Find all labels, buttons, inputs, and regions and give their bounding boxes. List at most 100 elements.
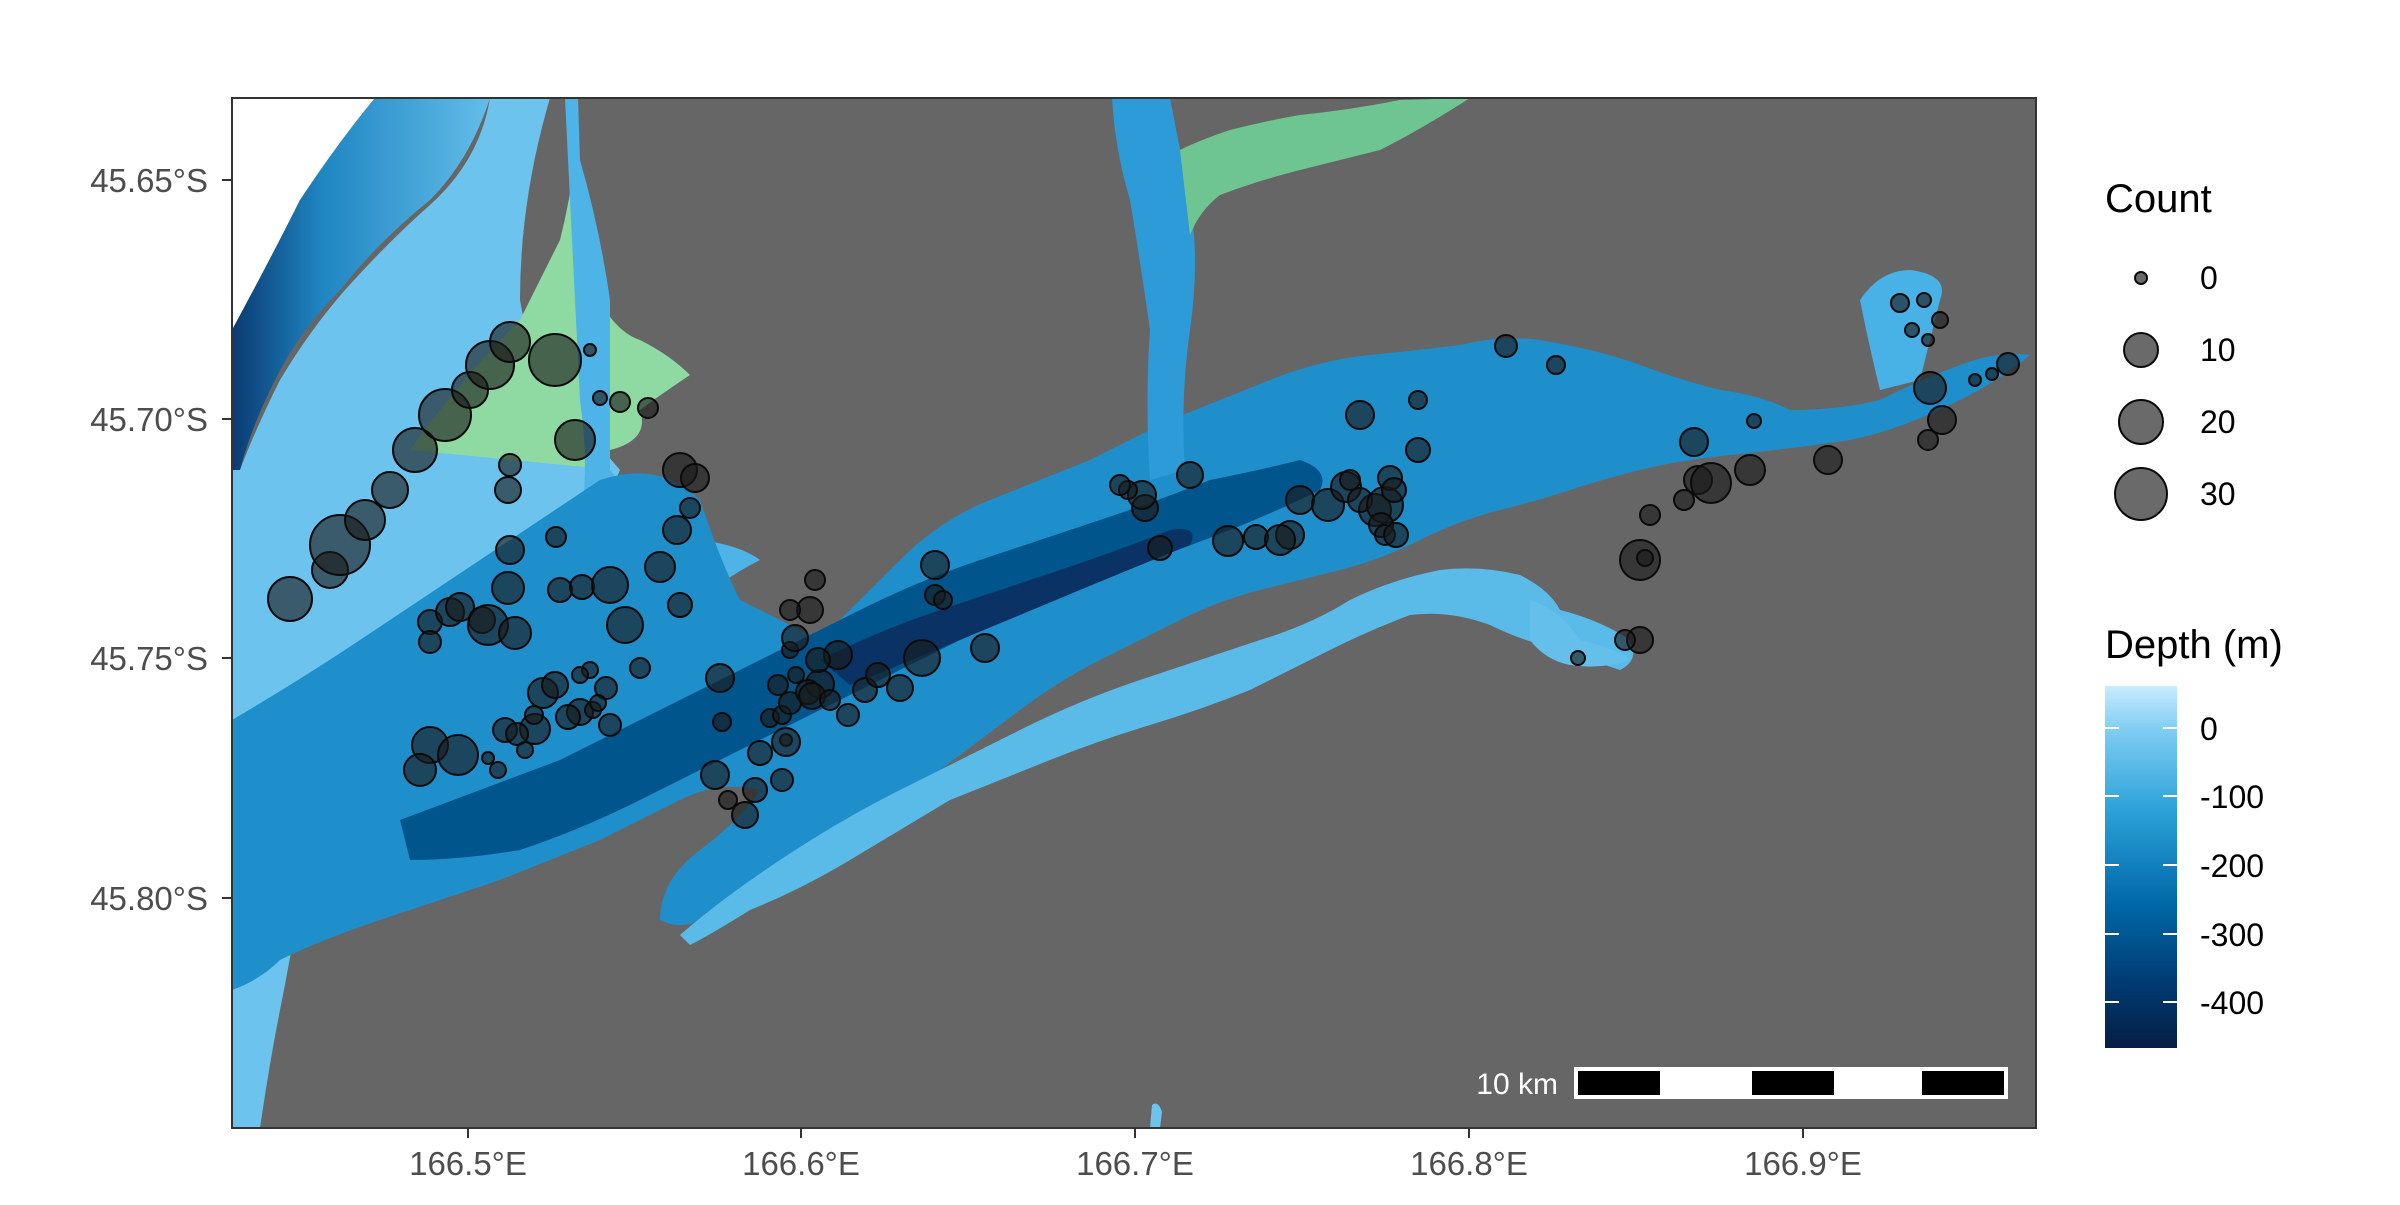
count-point-36: [644, 551, 676, 583]
count-point-90: [903, 639, 941, 677]
y-tick-label-1: 45.65°S: [90, 162, 208, 199]
count-point-13: [554, 419, 596, 461]
count-point-65: [742, 777, 768, 803]
y-tick-label-2: 45.70°S: [90, 401, 208, 438]
count-point-120: [1494, 334, 1518, 358]
count-point-4: [344, 499, 386, 541]
count-point-83: [771, 727, 801, 757]
count-point-61: [712, 712, 732, 732]
count-legend-label-20: 20: [2200, 404, 2236, 440]
depth-legend: Depth (m) 0 -100 -200 -300 -400: [2105, 623, 2283, 1048]
count-point-1: [267, 576, 313, 622]
depth-legend-label-200: -200: [2200, 848, 2264, 884]
count-point-33: [680, 463, 710, 493]
north-green-area: [1180, 98, 1470, 235]
count-point-101: [1212, 525, 1244, 557]
count-point-21: [491, 571, 525, 605]
count-point-23: [569, 574, 595, 600]
count-point-121: [1546, 355, 1566, 375]
count-point-49: [555, 704, 581, 730]
count-point-116: [1383, 522, 1409, 548]
count-legend-key-10: [2123, 332, 2159, 368]
count-point-17: [494, 476, 522, 504]
scale-bar-segment-3: [1922, 1071, 2004, 1095]
count-point-31: [418, 630, 442, 654]
count-point-89: [886, 674, 914, 702]
count-point-40: [629, 657, 651, 679]
count-point-10: [489, 321, 531, 363]
x-tick-label-4: 166.8°E: [1410, 1145, 1528, 1182]
scale-bar-label: 10 km: [1476, 1068, 1558, 1101]
count-point-82: [770, 768, 794, 792]
count-point-141: [1985, 367, 1999, 381]
count-point-22: [547, 577, 573, 603]
count-point-118: [1345, 400, 1375, 430]
count-point-96: [1176, 461, 1204, 489]
count-point-130: [1734, 454, 1766, 486]
count-point-93: [933, 590, 953, 610]
count-point-27: [445, 592, 475, 622]
map-panel: 10 km: [232, 98, 2036, 1128]
count-point-66: [747, 740, 773, 766]
count-point-103: [1285, 485, 1315, 515]
count-point-128: [1679, 427, 1709, 457]
count-point-78: [787, 666, 805, 684]
count-point-54: [489, 761, 507, 779]
count-point-136: [1913, 371, 1947, 405]
count-point-80: [781, 624, 809, 652]
count-point-125: [1673, 489, 1695, 511]
count-point-108: [1339, 469, 1361, 491]
count-point-59: [505, 722, 529, 746]
count-point-14: [592, 390, 608, 406]
count-point-97: [1147, 535, 1173, 561]
count-point-133: [1904, 322, 1920, 338]
count-point-123: [1570, 650, 1586, 666]
count-point-56: [403, 753, 437, 787]
count-legend-title: Count: [2105, 177, 2212, 221]
count-point-48: [541, 671, 569, 699]
count-point-85: [819, 689, 841, 711]
count-point-64: [731, 801, 759, 829]
x-axis: 166.5°E 166.6°E 166.7°E 166.8°E 166.9°E: [409, 1128, 1862, 1182]
count-legend: Count 0 10 20 30: [2105, 177, 2236, 521]
south-edge-water: [1150, 1103, 1162, 1128]
count-point-43: [571, 666, 589, 684]
depth-legend-label-100: -100: [2200, 779, 2264, 815]
y-axis: 45.65°S 45.70°S 45.75°S 45.80°S: [90, 162, 232, 917]
count-point-105: [1264, 524, 1296, 556]
count-point-35: [662, 515, 692, 545]
count-point-115: [1381, 477, 1407, 503]
count-point-50: [598, 713, 622, 737]
count-point-46: [589, 694, 607, 712]
count-point-124: [1639, 504, 1661, 526]
count-point-24: [591, 566, 629, 604]
depth-legend-label-0: 0: [2200, 711, 2218, 747]
count-point-100: [1109, 474, 1131, 496]
count-point-145: [1614, 629, 1636, 651]
scale-bar: 10 km: [1476, 1067, 2008, 1101]
count-point-18: [498, 453, 522, 477]
count-point-75: [805, 647, 831, 673]
depth-legend-label-400: -400: [2200, 985, 2264, 1021]
depth-legend-label-300: -300: [2200, 917, 2264, 953]
x-tick-label-5: 166.9°E: [1744, 1145, 1862, 1182]
count-point-20: [495, 535, 525, 565]
count-point-5: [371, 471, 409, 509]
y-tick-label-4: 45.80°S: [90, 880, 208, 917]
count-legend-key-20: [2118, 399, 2164, 445]
count-legend-label-30: 30: [2200, 476, 2236, 512]
count-point-140: [1968, 373, 1982, 387]
count-point-19: [545, 526, 567, 548]
count-point-39: [705, 663, 735, 693]
count-points: [267, 292, 2020, 829]
count-point-138: [1917, 429, 1939, 451]
count-point-132: [1890, 293, 1910, 313]
count-point-139: [1931, 311, 1949, 329]
count-point-37: [667, 592, 693, 618]
count-point-15: [609, 391, 631, 413]
x-tick-label-2: 166.6°E: [742, 1145, 860, 1182]
count-point-129: [1746, 413, 1762, 429]
count-point-135: [1921, 333, 1935, 347]
